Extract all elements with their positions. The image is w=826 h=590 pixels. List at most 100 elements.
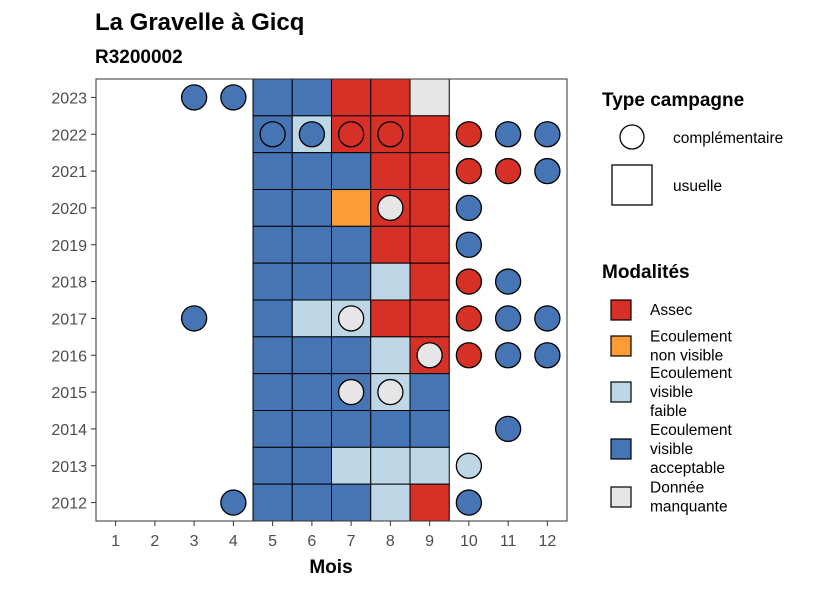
legend-label-Ecoulement non visible: Ecoulement non visible	[650, 329, 733, 365]
plot-area	[180, 78, 561, 522]
tile-2019-6	[291, 225, 332, 264]
tile-2021-7	[331, 152, 372, 191]
legend-swatch-Ecoulement visible acceptable	[610, 438, 632, 460]
point-2016-9	[416, 342, 443, 369]
tile-2013-9	[409, 446, 450, 485]
y-tick-label-2021: 2021	[51, 164, 87, 181]
point-2015-7	[337, 378, 365, 406]
legend-label-Ecoulement visible faible: Ecoulement visible faible	[650, 365, 733, 420]
tile-2018-7	[331, 262, 372, 301]
x-tick-label-12: 12	[538, 533, 556, 550]
legend-label-usuelle: usuelle	[673, 178, 722, 195]
point-2014-11	[494, 415, 522, 443]
tile-2018-5	[252, 262, 293, 301]
legend-swatch-Assec	[610, 299, 632, 321]
tile-2023-6	[291, 78, 332, 117]
tile-2013-5	[252, 446, 293, 485]
tile-2023-7	[331, 78, 372, 117]
legend-swatch-Donnée manquante	[610, 486, 632, 508]
tile-2019-7	[331, 225, 372, 264]
x-tick-label-6: 6	[307, 533, 316, 550]
point-2017-11	[494, 305, 522, 332]
legend-type-campagne: Type campagne complémentaire usuelle	[602, 90, 783, 206]
x-tick-label-7: 7	[347, 533, 356, 550]
tile-2021-5	[252, 152, 293, 191]
tile-2023-5	[252, 78, 293, 117]
legend-label-Ecoulement visible acceptable: Ecoulement visible acceptable	[650, 422, 733, 477]
legend-label-Donnée manquante: Donnée manquante	[650, 480, 728, 516]
point-2022-6	[298, 121, 326, 148]
tile-2020-5	[252, 189, 293, 227]
point-2017-7	[337, 305, 365, 332]
legend-key-complémentaire	[619, 124, 645, 150]
tile-2017-8	[370, 299, 411, 338]
point-2021-10	[455, 157, 483, 185]
tile-2013-6	[291, 446, 332, 485]
legend-type-title: Type campagne	[602, 90, 744, 111]
y-tick-label-2019: 2019	[51, 238, 87, 255]
legend-key-usuelle	[611, 164, 653, 206]
point-2020-8	[377, 194, 404, 222]
tile-2023-9	[409, 78, 450, 117]
point-2023-3	[180, 84, 208, 111]
point-2022-10	[455, 121, 483, 148]
point-2021-11	[494, 157, 522, 185]
tile-2015-9	[409, 373, 450, 411]
point-2015-8	[377, 378, 404, 406]
x-axis-title: Mois	[309, 557, 352, 578]
x-tick-label-3: 3	[190, 533, 199, 550]
tile-2021-8	[370, 152, 411, 191]
y-tick-label-2023: 2023	[51, 90, 87, 107]
tile-2018-9	[409, 262, 450, 301]
legend-label-complémentaire: complémentaire	[673, 130, 783, 147]
point-2022-7	[337, 121, 365, 148]
point-2013-10	[455, 452, 483, 479]
tile-2016-5	[252, 336, 293, 375]
tile-2014-7	[331, 410, 372, 448]
point-2016-11	[494, 342, 522, 369]
tile-2019-9	[409, 225, 450, 264]
tile-2013-8	[370, 446, 411, 485]
point-2022-11	[494, 121, 522, 148]
tile-2012-9	[409, 483, 450, 522]
point-2018-11	[494, 268, 522, 295]
tile-2019-5	[252, 225, 293, 264]
tile-2016-8	[370, 336, 411, 375]
y-tick-label-2014: 2014	[51, 422, 87, 439]
chart-subtitle: R3200002	[95, 47, 183, 68]
tile-2020-9	[409, 189, 450, 227]
tile-2016-6	[291, 336, 332, 375]
tile-2019-8	[370, 225, 411, 264]
point-2023-4	[220, 84, 247, 111]
point-2020-10	[455, 194, 483, 222]
tile-2015-6	[291, 373, 332, 411]
tile-2017-6	[291, 299, 332, 338]
x-tick-label-10: 10	[460, 533, 478, 550]
y-tick-label-2013: 2013	[51, 459, 87, 476]
x-axis: 1 2 3 4 5 6 7 8 9 10 11 12	[111, 521, 556, 550]
tile-2012-6	[291, 483, 332, 522]
tile-2018-6	[291, 262, 332, 301]
point-2012-4	[220, 489, 247, 516]
y-tick-label-2022: 2022	[51, 127, 87, 144]
y-tick-label-2017: 2017	[51, 311, 87, 328]
legend-label-Assec: Assec	[650, 302, 692, 319]
point-2017-12	[534, 305, 561, 332]
point-2022-8	[377, 121, 404, 148]
point-2021-12	[534, 157, 561, 185]
point-2017-3	[180, 305, 208, 332]
chart-title: La Gravelle à Gicq	[95, 9, 304, 36]
y-tick-label-2018: 2018	[51, 275, 87, 292]
tile-2012-8	[370, 483, 411, 522]
y-axis: 2012 2013 2014 2015 2016 2017 2018 2019 2020 2021…	[51, 90, 96, 513]
y-tick-label-2015: 2015	[51, 385, 87, 402]
tile-2022-9	[409, 115, 450, 154]
tile-2012-7	[331, 483, 372, 522]
point-2017-10	[455, 305, 483, 332]
point-2022-12	[534, 121, 561, 148]
tile-2014-6	[291, 410, 332, 448]
tile-2014-5	[252, 410, 293, 448]
tile-2014-8	[370, 410, 411, 448]
